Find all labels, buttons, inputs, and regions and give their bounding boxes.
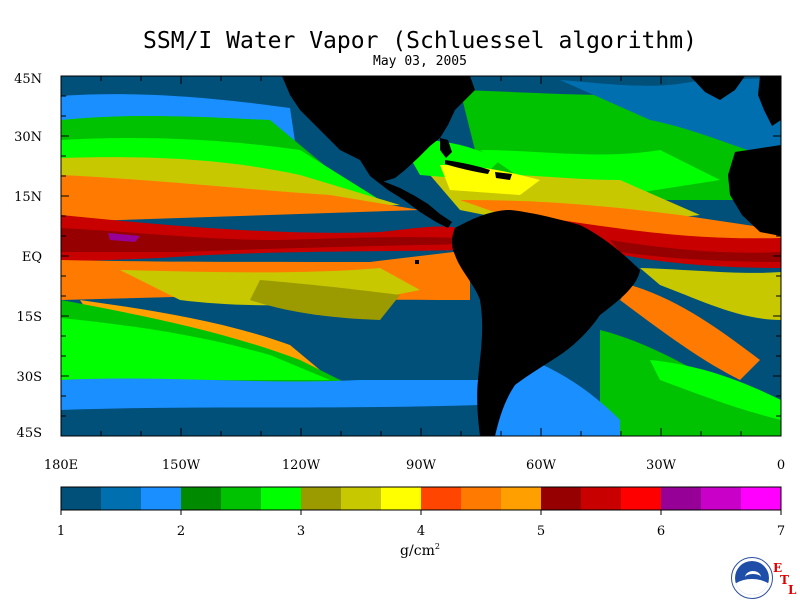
- europe: [758, 76, 781, 126]
- etl-letter-e: E: [773, 561, 783, 575]
- florida: [440, 138, 452, 158]
- noaa-logo: [731, 557, 773, 599]
- atlantic-north-blue: [560, 78, 781, 160]
- map-field: [61, 76, 781, 436]
- map-date: May 03, 2005: [373, 54, 467, 69]
- lon-label-30w: 30W: [646, 458, 676, 473]
- lat-label-30s: 30S: [16, 370, 42, 385]
- lon-label-0: 0: [776, 458, 786, 473]
- greenland: [690, 76, 745, 100]
- lat-label-45n: 45N: [14, 72, 42, 87]
- cb-label-6: 6: [656, 524, 666, 539]
- colorbar-swatch: [501, 487, 542, 510]
- map-ticks: [60, 75, 782, 437]
- colorbar-swatch: [101, 487, 142, 510]
- hispaniola: [495, 172, 512, 180]
- colorbar-swatch: [541, 487, 582, 510]
- south-atlantic-orange: [620, 285, 760, 380]
- band-north-orange: [61, 175, 420, 222]
- colorbar-swatch: [141, 487, 182, 510]
- atlantic-caribbean-yellow: [440, 165, 540, 195]
- cb-label-4: 4: [416, 524, 426, 539]
- itcz-darkred: [61, 228, 460, 252]
- colorbar-swatch: [461, 487, 502, 510]
- colorbar-swatch: [701, 487, 742, 510]
- etl-letter-t: T: [780, 573, 789, 587]
- colorbar-unit: g/cm2: [400, 542, 440, 559]
- map-title: SSM/I Water Vapor (Schluessel algorithm): [143, 28, 697, 54]
- cb-label-7: 7: [776, 524, 786, 539]
- cb-label-5: 5: [536, 524, 546, 539]
- africa: [728, 145, 781, 236]
- lon-label-60w: 60W: [526, 458, 556, 473]
- cb-label-2: 2: [176, 524, 186, 539]
- south-atlantic-lightgreen: [650, 360, 781, 420]
- lon-label-150w: 150W: [161, 458, 201, 473]
- cuba: [445, 160, 490, 174]
- lat-label-45s: 45S: [16, 426, 42, 441]
- galapagos: [415, 260, 419, 264]
- atlantic-darkred: [610, 240, 781, 262]
- south-darkblue-1: [61, 405, 480, 436]
- colorbar-swatch: [301, 487, 342, 510]
- etl-letter-l: L: [788, 583, 797, 597]
- lon-label-180e: 180E: [43, 458, 79, 473]
- lat-label-15n: 15N: [14, 190, 42, 205]
- lat-label-eq: EQ: [21, 250, 42, 265]
- colorbar-swatch: [181, 487, 222, 510]
- colorbar-swatch: [581, 487, 622, 510]
- colorbar-swatch: [381, 487, 422, 510]
- central-america: [370, 176, 452, 228]
- colorbar-swatch: [261, 487, 302, 510]
- bird-icon: [745, 571, 761, 584]
- lat-label-30n: 30N: [14, 130, 42, 145]
- colorbar-swatch: [221, 487, 262, 510]
- colorbar-swatch: [621, 487, 662, 510]
- band-south-olive: [250, 280, 400, 320]
- lat-label-15s: 15S: [16, 310, 42, 325]
- cb-label-1: 1: [56, 524, 66, 539]
- south-america: [451, 210, 640, 436]
- colorbar-frame: [60, 486, 782, 511]
- cb-label-3: 3: [296, 524, 306, 539]
- itcz-magenta: [108, 233, 140, 242]
- south-atlantic-yellow: [640, 268, 781, 320]
- colorbar-swatch: [421, 487, 462, 510]
- south-lightgreen-1: [61, 318, 330, 380]
- colorbar-swatch: [61, 487, 102, 510]
- colorbar-swatch: [341, 487, 382, 510]
- colorbar: [60, 487, 782, 515]
- lon-label-120w: 120W: [281, 458, 321, 473]
- lon-label-90w: 90W: [406, 458, 436, 473]
- colorbar-swatch: [741, 487, 782, 510]
- north-america: [282, 76, 475, 182]
- colorbar-swatch: [661, 487, 702, 510]
